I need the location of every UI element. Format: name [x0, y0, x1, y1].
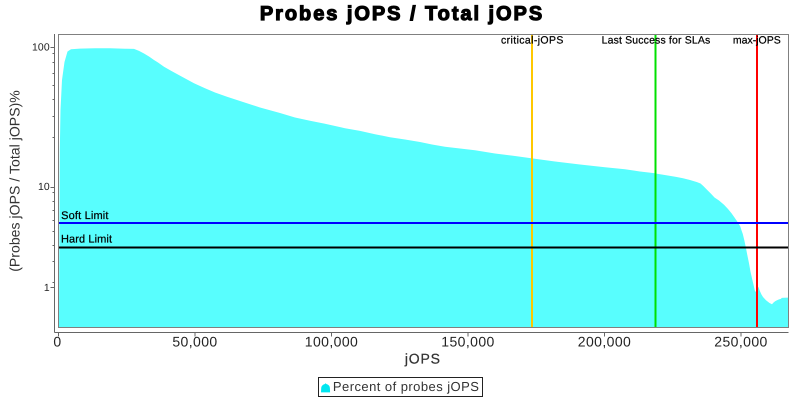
svg-text:Soft Limit: Soft Limit	[61, 210, 109, 222]
svg-text:Last Success for SLAs: Last Success for SLAs	[602, 35, 711, 47]
svg-text:Hard Limit: Hard Limit	[61, 234, 112, 246]
svg-text:Probes jOPS / Total jOPS: Probes jOPS / Total jOPS	[260, 3, 544, 25]
svg-text:150,000: 150,000	[441, 334, 494, 350]
svg-text:200,000: 200,000	[578, 334, 631, 350]
svg-text:max-jOPS: max-jOPS	[733, 35, 781, 47]
svg-text:250,000: 250,000	[714, 334, 767, 350]
svg-text:10: 10	[38, 182, 50, 193]
svg-text:50,000: 50,000	[172, 334, 217, 350]
svg-text:1: 1	[44, 283, 50, 294]
svg-text:critical-jOPS: critical-jOPS	[501, 35, 564, 47]
svg-text:Percent of probes jOPS: Percent of probes jOPS	[333, 379, 479, 394]
svg-text:100,000: 100,000	[305, 334, 358, 350]
svg-text:100: 100	[32, 43, 50, 54]
svg-text:jOPS: jOPS	[404, 351, 441, 367]
svg-text:0: 0	[53, 334, 61, 350]
svg-text:(Probes jOPS / Total jOPS)%: (Probes jOPS / Total jOPS)%	[7, 90, 23, 272]
